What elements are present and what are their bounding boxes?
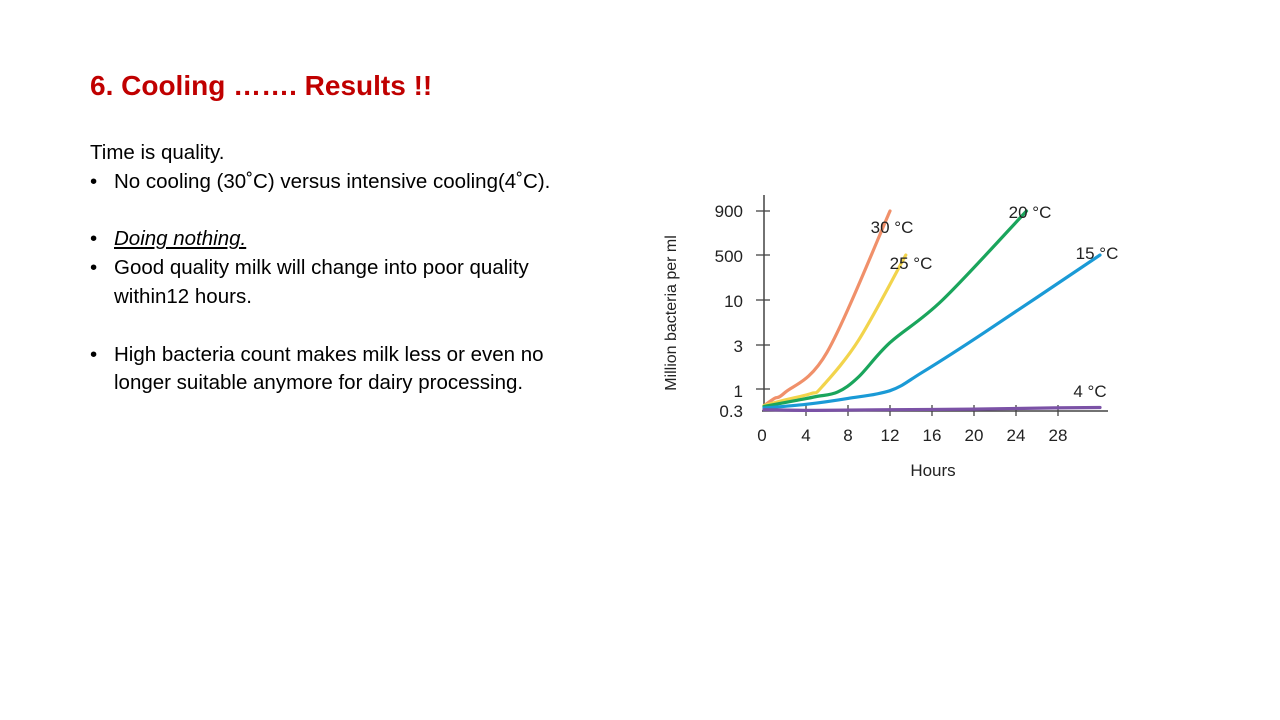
y-tick-label: 10 xyxy=(724,292,743,311)
series-line xyxy=(762,253,908,408)
bacteria-growth-chart: 0.31 3 10 500 900 0 4 8 12 16 20 24 28 30 °C 25 °C 20… xyxy=(663,195,1119,480)
intro-text: Time is quality. xyxy=(90,141,225,164)
bullet-item: Good quality milk will change into poor … xyxy=(90,254,590,312)
series-label: 4 °C xyxy=(1073,382,1106,401)
x-tick-label: 24 xyxy=(1007,426,1026,445)
series-label: 25 °C xyxy=(890,254,933,273)
slide-title: 6. Cooling ……. Results !! xyxy=(90,70,433,101)
series-label: 20 °C xyxy=(1009,203,1052,222)
y-axis-title: Million bacteria per ml xyxy=(663,235,680,391)
y-ticks: 0.31 3 10 500 900 xyxy=(715,202,770,421)
x-tick-label: 4 xyxy=(801,426,810,445)
series-lines xyxy=(762,209,1102,412)
slide-body: Time is quality. No cooling (30˚C) versu… xyxy=(90,139,590,398)
series-line xyxy=(762,209,1029,409)
series-label: 15 °C xyxy=(1076,244,1119,263)
x-tick-label: 8 xyxy=(843,426,852,445)
series-label: 30 °C xyxy=(871,218,914,237)
y-tick-label: 0.3 xyxy=(719,402,743,421)
x-tick-label: 0 xyxy=(757,426,766,445)
x-ticks: 0 4 8 12 16 20 24 28 xyxy=(757,405,1067,445)
bullet-item: No cooling (30˚C) versus intensive cooli… xyxy=(90,168,590,197)
series-line xyxy=(762,253,1102,410)
bullet-list: No cooling (30˚C) versus intensive cooli… xyxy=(90,168,590,398)
y-tick-label: 900 xyxy=(715,202,743,221)
emphasized-text: Doing nothing. xyxy=(114,227,247,251)
x-tick-label: 12 xyxy=(881,426,900,445)
series-line xyxy=(762,405,1102,412)
x-tick-label: 28 xyxy=(1049,426,1068,445)
x-tick-label: 16 xyxy=(923,426,942,445)
bullet-item: High bacteria count makes milk less or e… xyxy=(90,341,590,399)
series-labels: 30 °C 25 °C 20 °C 15 °C 4 °C xyxy=(871,203,1119,401)
x-axis-title: Hours xyxy=(910,461,955,480)
bullet-item: Doing nothing. xyxy=(90,225,590,254)
y-tick-label: 500 xyxy=(715,247,743,266)
series-line xyxy=(762,209,892,408)
x-tick-label: 20 xyxy=(965,426,984,445)
y-tick-label: 1 xyxy=(734,382,743,401)
y-tick-label: 3 xyxy=(734,337,743,356)
